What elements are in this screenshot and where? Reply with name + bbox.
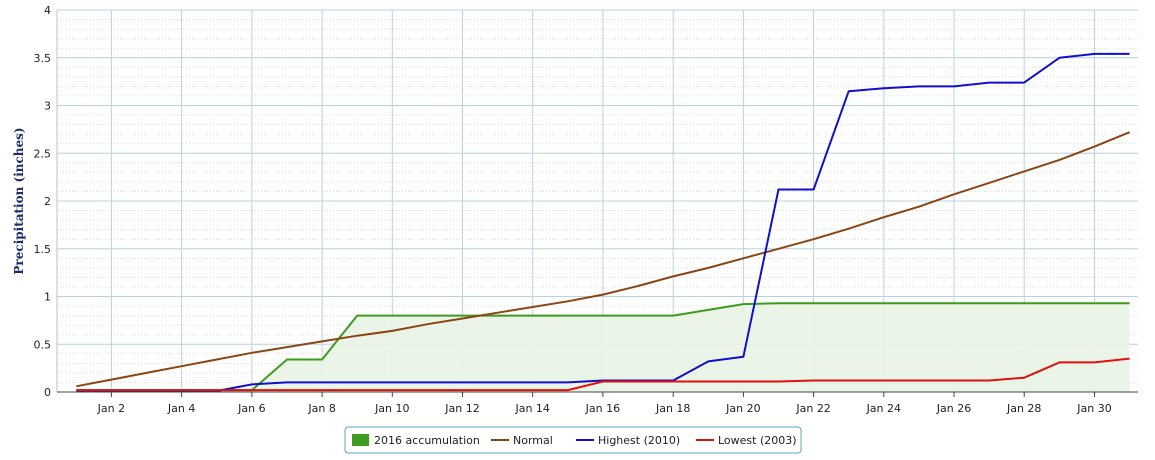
axes (56, 10, 1138, 393)
legend-label-normal[interactable]: Normal (513, 434, 553, 447)
legend-label-highest-2010[interactable]: Highest (2010) (598, 434, 680, 447)
y-tick-label: 1.5 (34, 243, 52, 256)
x-tick-label: Jan 10 (374, 402, 409, 415)
x-tick-label: Jan 30 (1076, 402, 1111, 415)
x-tick-label: Jan 26 (936, 402, 971, 415)
y-tick-label: 3 (44, 100, 51, 113)
series-area-2016-accumulation (76, 303, 1130, 392)
legend-label-lowest-2003[interactable]: Lowest (2003) (718, 434, 797, 447)
y-tick-label: 1 (44, 291, 51, 304)
x-tick-label: Jan 8 (307, 402, 335, 415)
x-tick-label: Jan 28 (1006, 402, 1041, 415)
series-line-lowest-2003 (76, 357, 1130, 392)
series-line-normal (76, 131, 1130, 388)
x-tick-label: Jan 18 (655, 402, 690, 415)
legend-label-2016-accumulation[interactable]: 2016 accumulation (374, 434, 480, 447)
x-tick-label: Jan 24 (866, 402, 901, 415)
x-tick-label: Jan 14 (514, 402, 549, 415)
series-layer (76, 52, 1130, 392)
y-tick-label: 2 (44, 195, 51, 208)
x-tick-label: Jan 4 (167, 402, 195, 415)
x-tick-label: Jan 22 (795, 402, 830, 415)
y-tick-label: 4 (44, 4, 51, 17)
legend-swatch-2016-accumulation[interactable] (352, 434, 369, 446)
y-tick-label: 0 (44, 386, 51, 399)
x-tick-label: Jan 2 (97, 402, 125, 415)
y-tick-label: 3.5 (34, 52, 52, 65)
x-tick-label: Jan 16 (585, 402, 620, 415)
x-tick-label: Jan 12 (444, 402, 479, 415)
y-axis-ticks: 0 0.5 1 1.5 2 2.5 3 3.5 4 (34, 4, 52, 399)
legend: 2016 accumulation Normal Highest (2010) Low… (344, 426, 802, 454)
y-axis-label: Precipitation (inches) (12, 127, 26, 274)
x-tick-label: Jan 6 (237, 402, 265, 415)
y-tick-label: 0.5 (34, 338, 52, 351)
x-axis-ticks: Jan 2 Jan 4 Jan 6 Jan 8 Jan 10 Jan 12 Jan 14 Ja… (97, 392, 1112, 415)
y-tick-label: 2.5 (34, 147, 52, 160)
x-tick-label: Jan 20 (725, 402, 760, 415)
legend-box (344, 426, 802, 454)
